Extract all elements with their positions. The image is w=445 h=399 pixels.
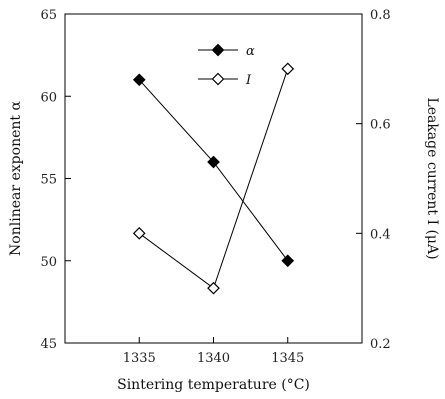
y-tick-label: 60 <box>40 90 57 105</box>
legend-marker-filled <box>211 43 225 57</box>
data-point-filled <box>281 254 295 268</box>
x-tick-label: 1345 <box>271 351 304 366</box>
data-point-open <box>281 62 295 76</box>
y-axis-title: Nonlinear exponent α <box>8 101 24 256</box>
legend-label: I <box>245 73 252 88</box>
y-tick-label: 55 <box>40 173 57 188</box>
y-tick-labels: 45 50 55 60 65 <box>40 8 57 352</box>
x-tick-labels: 1335 1340 1345 <box>123 351 305 366</box>
series-line <box>138 68 289 289</box>
y2-tick-label: 0.6 <box>370 118 391 133</box>
legend: αI <box>198 43 255 88</box>
legend-marker-open <box>211 72 225 86</box>
data-point-open <box>132 226 146 240</box>
y-tick-label: 50 <box>40 255 57 270</box>
legend-label: α <box>246 44 255 59</box>
y2-tick-labels: 0.2 0.4 0.6 0.8 <box>370 8 391 352</box>
x-tick-label: 1340 <box>197 351 230 366</box>
y2-tick-label: 0.4 <box>370 227 391 242</box>
x-tick-label: 1335 <box>123 351 156 366</box>
data-point-filled <box>207 155 220 169</box>
y2-tick-label: 0.8 <box>370 8 391 23</box>
series-layer <box>132 62 295 295</box>
series-line <box>138 79 289 262</box>
y2-tick-label: 0.2 <box>370 337 391 352</box>
y2-axis-title: Leakage current I (μA) <box>424 97 440 259</box>
axes <box>64 13 363 344</box>
data-point-open <box>207 281 220 295</box>
x-axis-title: Sintering temperature (°C) <box>117 377 310 393</box>
y-tick-label: 45 <box>40 337 57 352</box>
y-tick-label: 65 <box>40 8 57 23</box>
data-point-filled <box>132 73 146 87</box>
